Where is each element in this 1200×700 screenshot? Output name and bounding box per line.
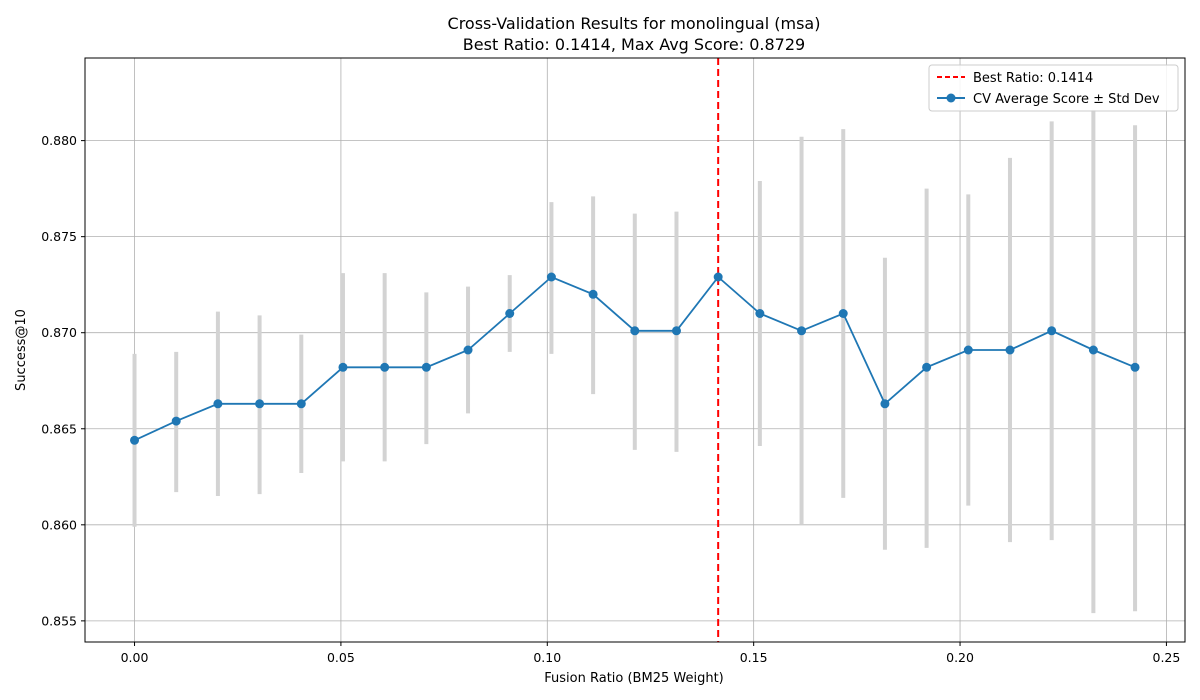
y-tick-label: 0.865 bbox=[41, 421, 77, 436]
x-axis-label: Fusion Ratio (BM25 Weight) bbox=[544, 671, 723, 686]
data-point bbox=[463, 345, 473, 355]
y-tick-label: 0.870 bbox=[41, 325, 77, 340]
data-point bbox=[1005, 345, 1015, 355]
error-bars bbox=[132, 109, 1138, 614]
data-point bbox=[380, 362, 390, 372]
data-point bbox=[130, 435, 140, 445]
chart-subtitle: Best Ratio: 0.1414, Max Avg Score: 0.872… bbox=[463, 35, 805, 54]
data-point bbox=[255, 399, 265, 409]
data-point bbox=[630, 326, 640, 336]
legend-box bbox=[928, 64, 1179, 112]
data-point bbox=[213, 399, 223, 409]
y-tick-label: 0.875 bbox=[41, 229, 77, 244]
data-point bbox=[546, 272, 556, 282]
data-point bbox=[838, 309, 848, 318]
data-point bbox=[1047, 326, 1057, 336]
plot-frame bbox=[84, 57, 1186, 643]
data-point bbox=[1130, 362, 1140, 372]
data-point bbox=[880, 399, 890, 409]
y-tick-label: 0.860 bbox=[41, 517, 77, 532]
data-point bbox=[922, 362, 932, 372]
data-point bbox=[755, 309, 765, 318]
y-axis-label: Success@10 bbox=[14, 309, 29, 391]
data-point bbox=[797, 326, 807, 336]
x-tick-label: 0.05 bbox=[327, 650, 355, 665]
data-point bbox=[296, 399, 306, 409]
legend: Best Ratio: 0.1414 CV Average Score ± St… bbox=[928, 64, 1179, 112]
chart-title: Cross-Validation Results for monolingual… bbox=[448, 14, 821, 33]
x-tick-label: 0.25 bbox=[1153, 650, 1181, 665]
data-point bbox=[421, 362, 431, 372]
y-tick-label: 0.855 bbox=[41, 613, 77, 628]
data-point bbox=[505, 309, 515, 318]
x-tick-label: 0.00 bbox=[121, 650, 149, 665]
x-tick-label: 0.15 bbox=[740, 650, 768, 665]
data-point bbox=[1088, 345, 1098, 355]
data-point bbox=[588, 289, 598, 299]
legend-series-label: CV Average Score ± Std Dev bbox=[973, 92, 1160, 107]
y-tick-label: 0.880 bbox=[41, 133, 77, 148]
legend-series-marker bbox=[946, 93, 956, 103]
data-point bbox=[671, 326, 681, 336]
series-group bbox=[130, 272, 1140, 445]
data-point bbox=[171, 416, 181, 426]
data-point bbox=[713, 272, 723, 282]
data-point bbox=[963, 345, 973, 355]
x-tick-label: 0.20 bbox=[946, 650, 974, 665]
data-point bbox=[338, 362, 348, 372]
x-axis-ticks: 0.00 0.05 0.10 0.15 0.20 0.25 bbox=[121, 642, 1181, 665]
x-tick-label: 0.10 bbox=[533, 650, 561, 665]
y-axis-ticks: 0.855 0.860 0.865 0.870 0.875 0.880 bbox=[41, 133, 85, 628]
legend-best-ratio-label: Best Ratio: 0.1414 bbox=[973, 71, 1093, 86]
